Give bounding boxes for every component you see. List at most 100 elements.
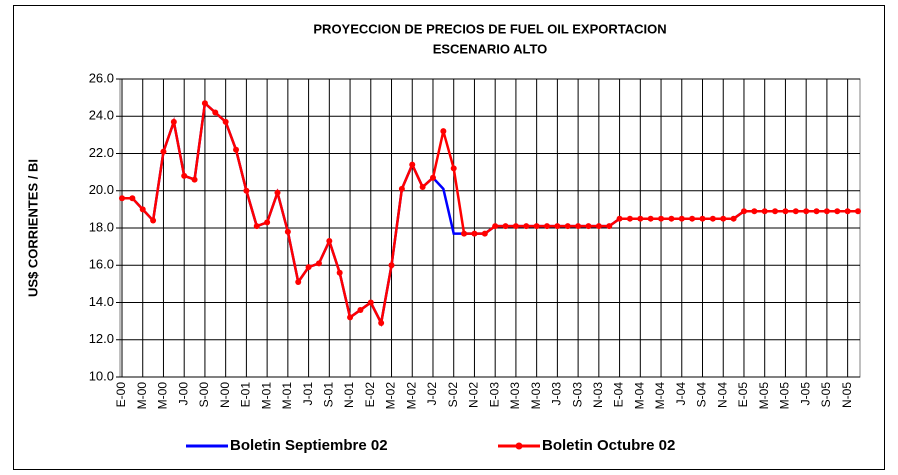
data-point [585, 223, 592, 230]
y-tick-label: 22.0 [89, 145, 114, 160]
x-tick-label: N-02 [467, 382, 481, 408]
y-tick-label: 12.0 [89, 331, 114, 346]
data-point [813, 208, 820, 215]
x-tick-label: M-01 [259, 382, 273, 410]
data-point [233, 146, 240, 153]
data-point [844, 208, 851, 215]
data-point [388, 262, 395, 269]
data-point [616, 215, 623, 222]
x-tick-label: J-00 [176, 382, 190, 406]
y-tick-label: 24.0 [89, 108, 114, 123]
x-tick-label: M-00 [156, 382, 170, 410]
data-point [544, 223, 551, 230]
data-point [772, 208, 779, 215]
data-point [181, 172, 188, 179]
data-point [409, 161, 416, 168]
chart-subtitle: ESCENARIO ALTO [433, 41, 548, 56]
data-point [326, 238, 333, 245]
data-point [533, 223, 540, 230]
x-tick-label: S-01 [321, 382, 335, 408]
data-point [170, 118, 177, 125]
x-tick-label: N-04 [715, 382, 729, 408]
data-point [150, 217, 157, 224]
x-tick-label: M-03 [508, 382, 522, 410]
data-point [201, 100, 208, 107]
x-tick-label: J-04 [674, 382, 688, 406]
legend-label: Boletin Septiembre 02 [230, 437, 388, 454]
data-point [264, 219, 271, 226]
x-tick-label: S-02 [446, 382, 460, 408]
x-tick-label: J-03 [550, 382, 564, 406]
y-tick-label: 18.0 [89, 219, 114, 234]
data-point [564, 223, 571, 230]
data-point [792, 208, 799, 215]
data-point [129, 195, 136, 202]
data-point [336, 269, 343, 276]
x-tick-label: S-03 [570, 382, 584, 408]
y-tick-label: 10.0 [89, 368, 114, 383]
x-tick-label: M-02 [384, 382, 398, 410]
y-tick-label: 26.0 [89, 70, 114, 85]
data-point [119, 195, 125, 202]
data-point [740, 208, 747, 215]
x-tick-label: N-03 [591, 382, 605, 408]
data-point [595, 223, 602, 230]
chart-title: PROYECCION DE PRECIOS DE FUEL OIL EXPORT… [313, 21, 666, 36]
x-tick-label: E-04 [612, 382, 626, 408]
x-tick-label: S-00 [197, 382, 211, 408]
data-point [284, 228, 291, 235]
data-point [637, 215, 644, 222]
data-point [523, 223, 530, 230]
data-point [647, 215, 654, 222]
data-point [502, 223, 509, 230]
data-point [139, 206, 146, 213]
data-point [823, 208, 830, 215]
x-tick-label: E-02 [363, 382, 377, 408]
data-point [678, 215, 685, 222]
data-point [367, 299, 374, 306]
data-point [709, 215, 716, 222]
data-point [357, 306, 364, 313]
data-point [222, 118, 229, 125]
data-point [658, 215, 665, 222]
x-tick-label: M-04 [653, 382, 667, 410]
x-tick-label: M-05 [757, 382, 771, 410]
x-tick-label: N-05 [840, 382, 854, 408]
data-point [419, 184, 426, 191]
data-point [855, 208, 861, 215]
y-tick-label: 20.0 [89, 182, 114, 197]
data-point [305, 264, 312, 271]
data-point [492, 223, 499, 230]
data-point [730, 215, 737, 222]
x-tick-label: M-04 [632, 382, 646, 410]
data-point [295, 279, 302, 286]
x-tick-label: E-01 [239, 382, 253, 408]
x-tick-label: J-02 [425, 382, 439, 406]
data-point [253, 223, 260, 230]
x-tick-label: E-03 [487, 382, 501, 408]
data-point [689, 215, 696, 222]
x-tick-label: J-01 [301, 382, 315, 406]
data-point [626, 215, 633, 222]
data-point [803, 208, 810, 215]
data-point [243, 187, 250, 194]
x-tick-label: N-01 [342, 382, 356, 408]
data-point [160, 148, 167, 155]
legend-label: Boletin Octubre 02 [542, 437, 675, 454]
data-point [461, 230, 468, 237]
data-point [212, 109, 219, 116]
data-point [668, 215, 675, 222]
data-point [378, 319, 385, 326]
data-point [315, 260, 322, 267]
data-point [606, 223, 613, 230]
x-tick-label: E-00 [114, 382, 128, 408]
y-tick-label: 14.0 [89, 294, 114, 309]
data-point [274, 189, 281, 196]
data-point [720, 215, 727, 222]
data-point [782, 208, 789, 215]
x-tick-label: M-05 [778, 382, 792, 410]
data-point [554, 223, 561, 230]
data-point [450, 165, 457, 172]
x-tick-label: E-05 [736, 382, 750, 408]
